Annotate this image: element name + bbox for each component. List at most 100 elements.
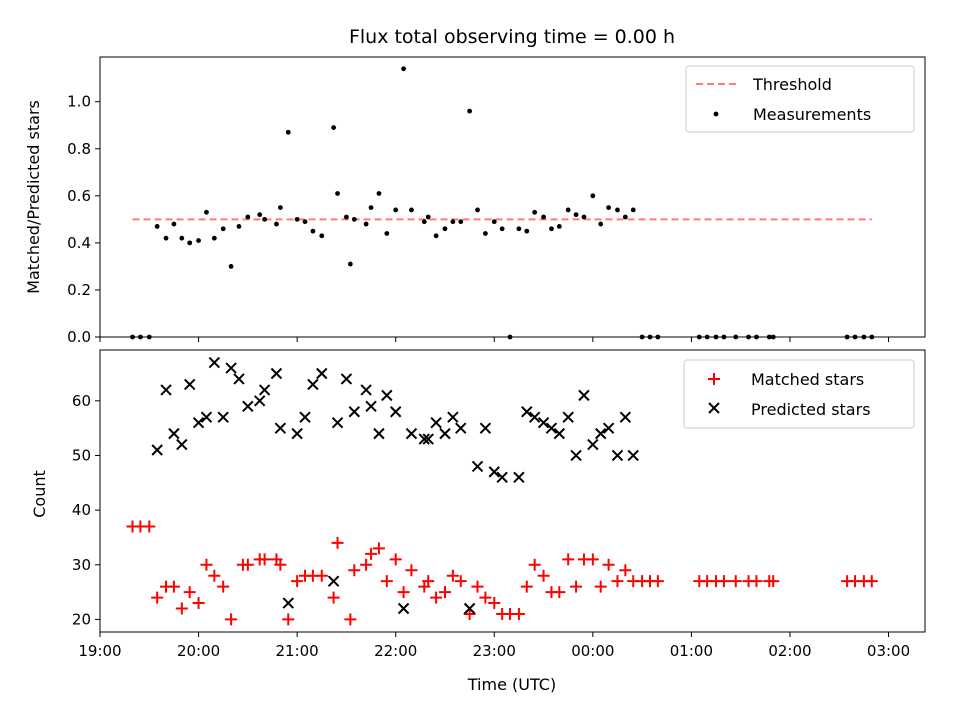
matched-stars-point <box>619 564 632 577</box>
predicted-stars-point <box>217 411 229 423</box>
measurements-point <box>491 219 497 225</box>
measurements-point <box>442 226 448 232</box>
legend: Threshold Measurements <box>685 65 915 133</box>
x-tick-label: 02:00 <box>768 642 811 660</box>
predicted-stars-point <box>168 427 180 440</box>
measurements-point <box>409 207 414 213</box>
matched-stars-point <box>463 607 476 620</box>
predicted-stars-point <box>389 406 402 418</box>
predicted-stars-point <box>528 411 541 423</box>
measurements-point <box>277 205 283 210</box>
measurements-point <box>499 226 505 232</box>
measurements-point <box>245 214 251 220</box>
predicted-stars-point <box>373 427 385 440</box>
matched-stars-point <box>750 575 763 588</box>
predicted-stars-point <box>274 422 287 434</box>
flux-ratio-panel: Flux total observing time = 0.00 h Match… <box>24 26 926 346</box>
measurements-point <box>421 219 427 225</box>
legend-box <box>683 359 915 429</box>
measurements-point <box>556 224 562 229</box>
predicted-stars-point <box>545 422 558 434</box>
predicted-stars-point <box>365 400 377 412</box>
predicted-stars-point <box>233 373 245 385</box>
predicted-stars-point <box>587 438 599 451</box>
x-tick-label: 23:00 <box>473 642 516 660</box>
predicted-stars-point <box>270 367 283 380</box>
measurements-point <box>630 207 636 213</box>
predicted-stars-point <box>595 427 607 440</box>
measurements-point <box>425 214 431 220</box>
legend-matched-swatch <box>708 373 720 385</box>
predicted-stars-point <box>192 416 205 429</box>
predicted-stars-point <box>521 406 533 418</box>
predicted-stars-point <box>570 449 582 462</box>
measurements-point <box>573 212 579 218</box>
matched-stars-point <box>520 580 533 593</box>
matched-stars-point <box>183 586 196 599</box>
x-tick-label: 01:00 <box>670 642 713 660</box>
predicted-stars-point <box>242 400 254 412</box>
measurements-point <box>285 129 291 135</box>
measurements-point <box>257 212 263 218</box>
predicted-stars-point <box>439 427 451 440</box>
matched-stars-point <box>208 569 221 582</box>
chart-title: Flux total observing time = 0.00 h <box>349 26 675 48</box>
matched-stars-point <box>331 536 344 549</box>
predicted-stars-point <box>553 427 566 440</box>
x-axis-ticks: 19:00 20:00 21:00 22:00 23:00 00:00 01:00 02:00… <box>78 632 910 660</box>
predicted-stars-point <box>176 438 188 451</box>
predicted-stars-point <box>200 411 213 423</box>
matched-stars-point <box>729 575 742 588</box>
predicted-stars-point <box>381 389 393 402</box>
predicted-stars-point <box>619 411 632 423</box>
measurements-point <box>450 219 456 225</box>
measurements-point <box>622 214 628 220</box>
measurements-point <box>228 264 234 269</box>
matched-stars-point <box>651 575 664 588</box>
measurements-point <box>187 240 193 246</box>
matched-stars-point <box>562 553 575 566</box>
measurements-point <box>615 207 620 213</box>
measurements-point <box>606 205 612 210</box>
matched-stars-point <box>365 547 378 560</box>
predicted-stars-point <box>316 367 328 380</box>
measurements-point <box>204 209 209 215</box>
matched-stars-point <box>446 569 459 582</box>
measurements-point <box>384 231 390 236</box>
y-tick-label: 0.6 <box>67 187 91 205</box>
x-axis-label: Time (UTC) <box>467 675 556 694</box>
matched-stars-point <box>167 580 180 593</box>
matched-stars-point <box>175 602 188 615</box>
matched-stars-point <box>430 591 443 604</box>
matched-stars-point <box>611 575 624 588</box>
matched-stars-point <box>586 553 599 566</box>
predicted-stars-point <box>258 384 271 396</box>
predicted-stars-point <box>562 411 574 423</box>
y-axis-ticks: 0.0 0.2 0.4 0.6 0.8 1.0 <box>67 93 100 346</box>
legend: Matched stars Predicted stars <box>683 359 915 429</box>
y-axis-label: Matched/Predicted stars <box>24 100 43 294</box>
measurements-point <box>467 108 473 114</box>
matched-stars-point <box>241 558 254 571</box>
predicted-stars-point <box>348 406 361 418</box>
plot-frame <box>99 56 926 338</box>
predicted-stars-point <box>327 575 340 587</box>
y-tick-label: 40 <box>72 501 91 519</box>
measurements-point <box>351 216 357 222</box>
predicted-stars-point <box>602 422 615 434</box>
predicted-stars-point <box>340 373 353 385</box>
predicted-stars-point <box>537 416 550 429</box>
y-tick-label: 1.0 <box>67 93 91 111</box>
x-tick-label: 22:00 <box>374 642 417 660</box>
predicted-stars-point <box>299 411 311 423</box>
predicted-stars-point <box>479 422 492 434</box>
matched-stars-point <box>528 558 541 571</box>
matched-stars-point <box>348 564 361 577</box>
measurements-point <box>179 235 185 241</box>
predicted-stars-point <box>307 378 319 391</box>
measurements-point <box>516 226 522 232</box>
predicted-stars-point <box>447 411 459 423</box>
y-tick-label: 0.4 <box>67 234 91 252</box>
y-tick-label: 0.8 <box>67 140 91 158</box>
